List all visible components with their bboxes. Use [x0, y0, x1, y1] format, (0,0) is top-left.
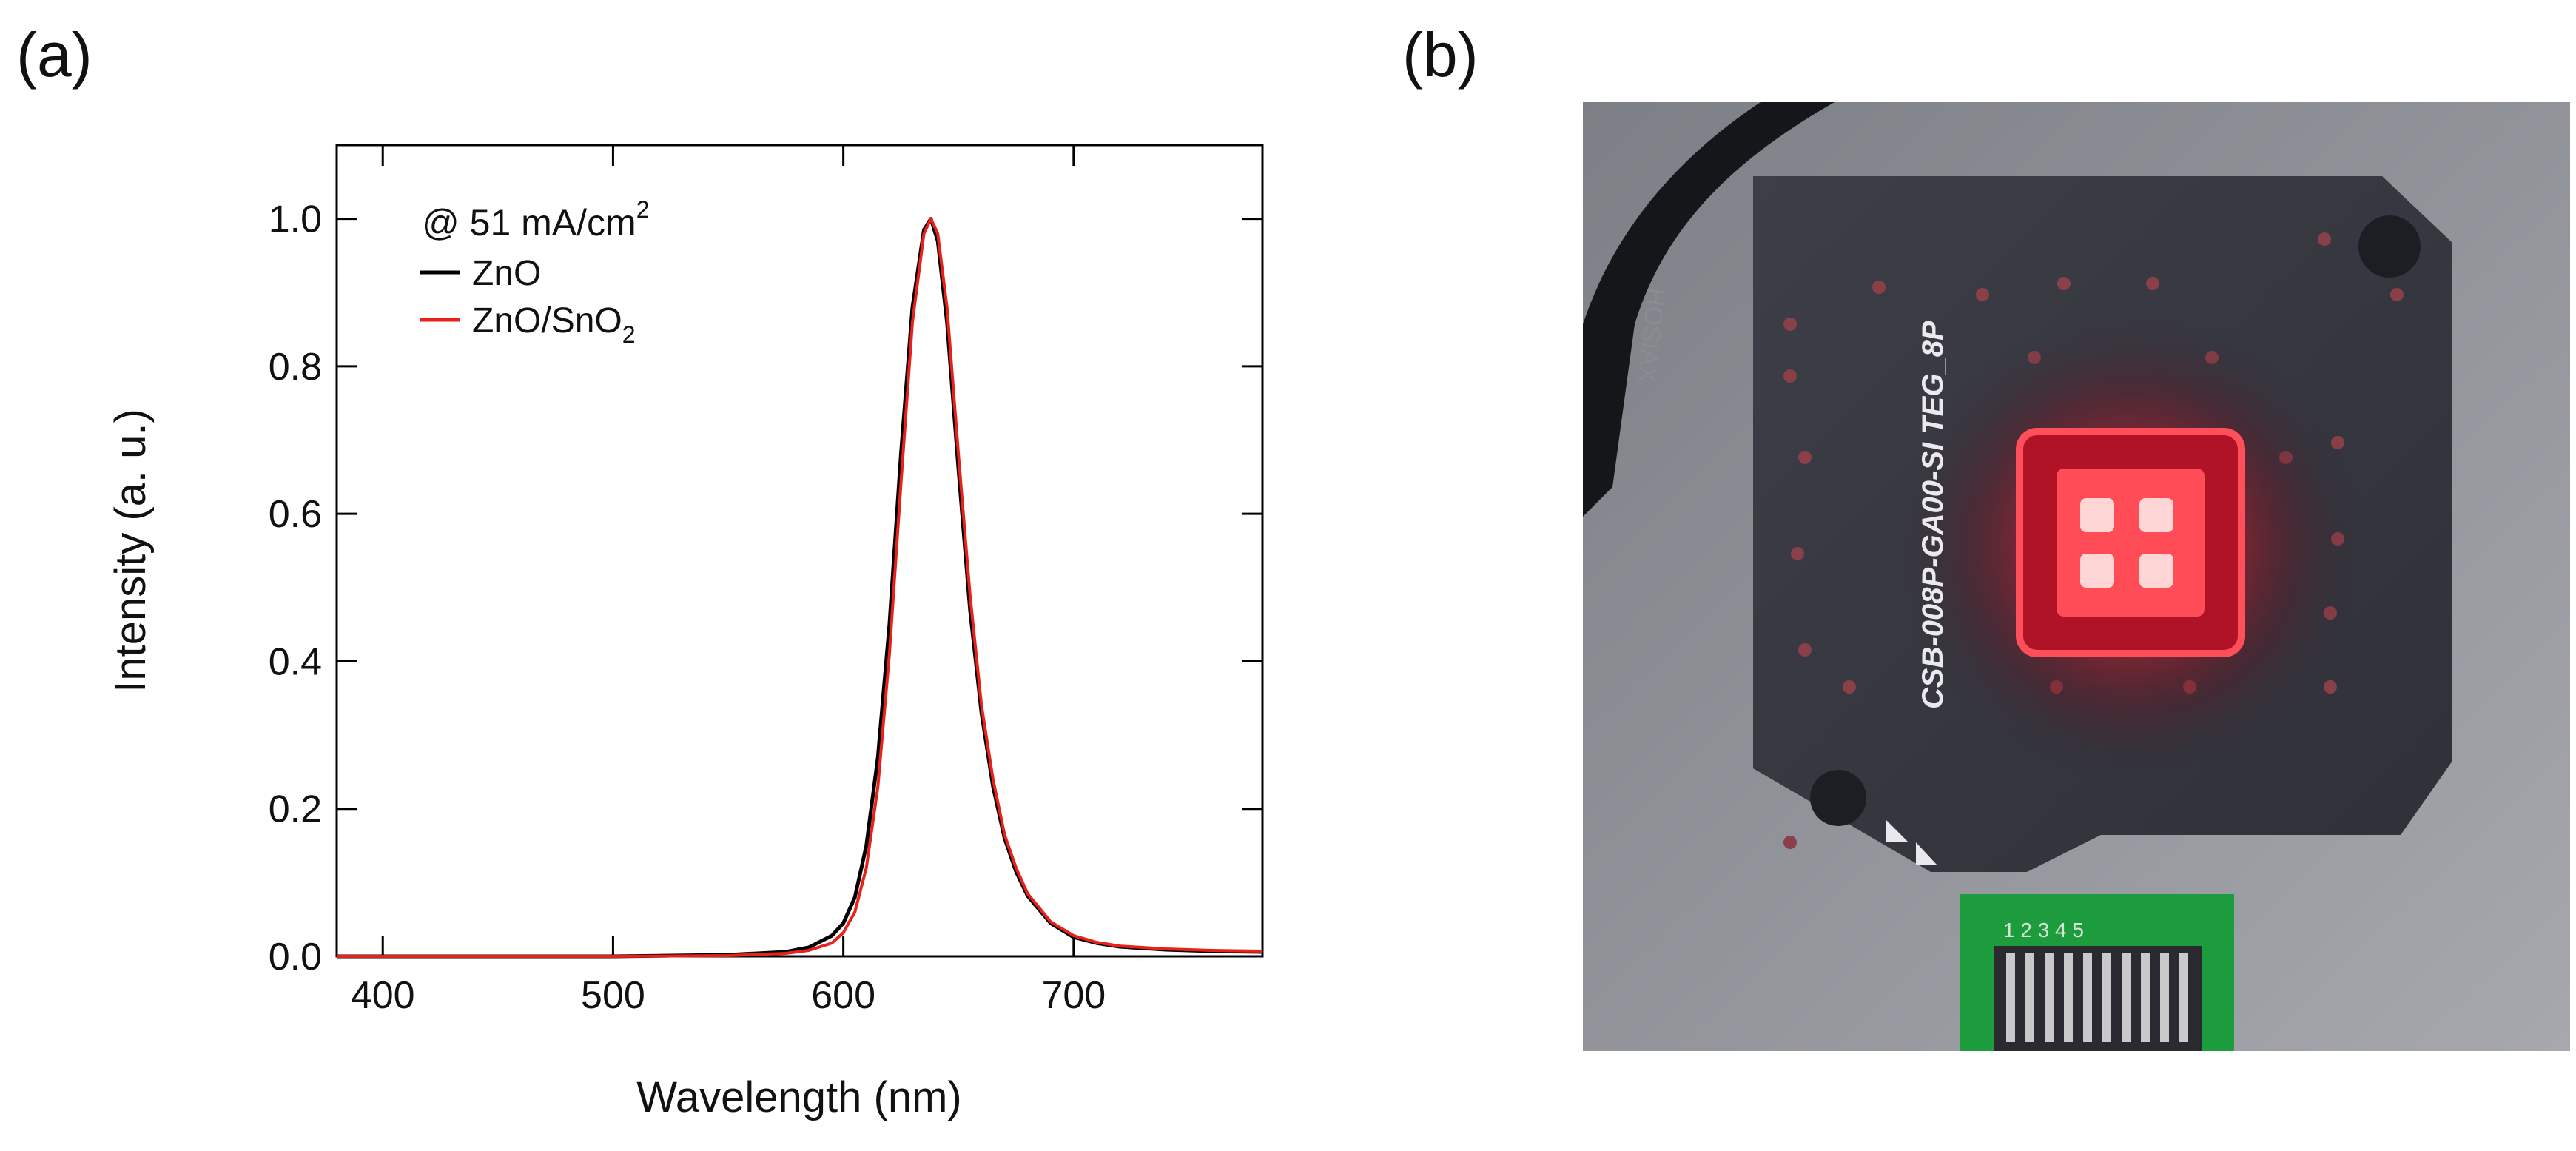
triangle-marker-2: [1916, 842, 1937, 865]
connector-pin-0: [2006, 953, 2015, 1042]
connector-pin-3: [2064, 953, 2073, 1042]
mount-hole-bottom-left: [1810, 770, 1866, 826]
cable: [1583, 102, 1835, 517]
annotation-superscript: 2: [636, 196, 650, 223]
plot-frame: [335, 144, 1264, 958]
connector-pin-5: [2102, 953, 2111, 1042]
connector-pin-9: [2179, 953, 2188, 1042]
panel-label-b: (b): [1402, 20, 1479, 90]
annotation-text: @ 51 mA/cm: [422, 202, 636, 244]
board-hole-18: [1798, 643, 1812, 657]
board-hole-4: [2146, 277, 2159, 290]
annotation-current-density: @ 51 mA/cm2: [422, 196, 650, 244]
spectrum-chart: 400 500 600 700 0.0 0.2 0.4 0.6 0.8 1.0 Wavelengt…: [107, 144, 1264, 1121]
board-hole-9: [1783, 369, 1797, 383]
board-hole-0: [1783, 318, 1797, 331]
connector-pin-2: [2045, 953, 2054, 1042]
y-tick-label-4: 0.8: [269, 346, 322, 389]
series-layer: [337, 217, 1263, 959]
mount-hole-top-right: [2358, 215, 2421, 278]
connector-pin-8: [2160, 953, 2169, 1042]
legend: @ 51 mA/cm2 ZnO ZnO/SnO2: [420, 196, 650, 348]
led-pixel-1: [2080, 498, 2114, 532]
board-hole-1: [1872, 281, 1886, 294]
x-axis-label: Wavelength (nm): [636, 1073, 961, 1121]
connector-pin-7: [2141, 953, 2150, 1042]
led-window: [2057, 469, 2205, 617]
led-device-photo: HOSIAX CSB-008P-GA00-SI TEG_8P 1 2 3 4 5: [1583, 102, 2570, 1051]
board-hole-5: [2318, 232, 2331, 246]
triangle-marker-1: [1886, 820, 1909, 842]
led-pixel-3: [2080, 554, 2114, 588]
y-tick-label-3: 0.6: [269, 493, 322, 536]
x-tick-label-500: 500: [581, 974, 645, 1017]
x-tick-label-600: 600: [811, 974, 875, 1017]
y-tick-label-2: 0.4: [269, 640, 322, 683]
board-hole-2: [1976, 288, 1989, 301]
connector-pin-1: [2025, 953, 2034, 1042]
led-pixel-4: [2139, 554, 2173, 588]
legend-label-zno-sno2-main: ZnO/SnO: [472, 301, 622, 340]
board-hole-21: [1843, 680, 1856, 694]
connector-pins: [2006, 953, 2188, 1042]
board-print: CSB-008P-GA00-SI TEG_8P: [1917, 321, 1949, 709]
y-axis-label: Intensity (a. u.): [107, 409, 155, 693]
legend-label-zno: ZnO: [472, 254, 541, 293]
legend-label-zno-sno2: ZnO/SnO2: [472, 301, 636, 348]
led-device-illustration: HOSIAX CSB-008P-GA00-SI TEG_8P 1 2 3 4 5: [1583, 102, 2570, 1051]
x-tick-label-400: 400: [351, 974, 415, 1017]
ticks-layer: 400 500 600 700 0.0 0.2 0.4 0.6 0.8 1.0: [269, 145, 1262, 1017]
connector-pin-6: [2122, 953, 2131, 1042]
board-hole-6: [2390, 288, 2404, 301]
y-tick-label-1: 0.2: [269, 788, 322, 831]
x-tick-label-700: 700: [1041, 974, 1106, 1017]
board-hole-11: [1791, 547, 1804, 560]
y-tick-label-0: 0.0: [269, 936, 322, 979]
led-pixel-2: [2139, 498, 2173, 532]
series-line-1: [337, 217, 1263, 958]
connector-pin-4: [2083, 953, 2092, 1042]
y-tick-label-5: 1.0: [269, 198, 322, 241]
board-hole-20: [1783, 836, 1797, 849]
legend-label-zno-sno2-sub: 2: [622, 321, 636, 348]
connector-print: 1 2 3 4 5: [2003, 919, 2084, 942]
panel-label-a: (a): [16, 20, 93, 90]
board-hole-10: [1798, 451, 1812, 464]
board-hole-3: [2057, 277, 2071, 290]
